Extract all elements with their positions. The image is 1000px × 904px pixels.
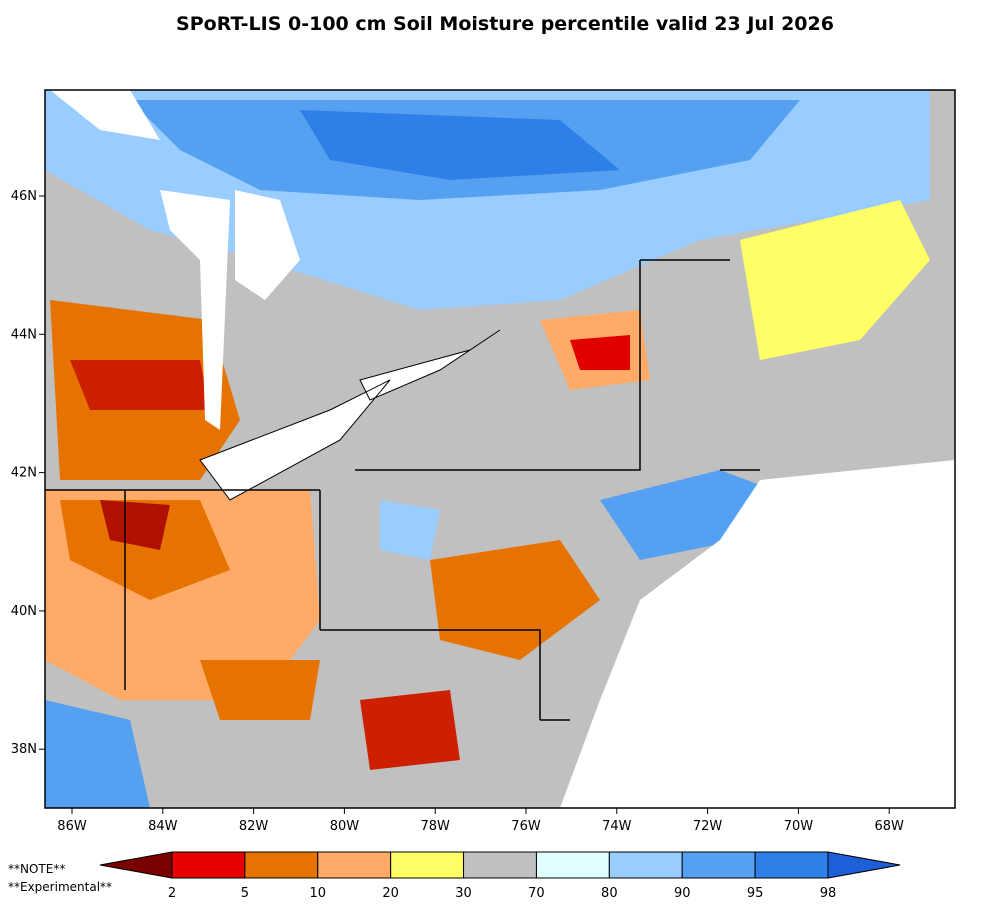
colorbar-label: 95 [747,886,764,900]
colorbar-segment [681,851,756,879]
lon-label: 78W [420,819,450,834]
colorbar-label: 90 [674,886,691,900]
lat-label: 44N [11,327,37,342]
lat-label: 42N [11,466,37,481]
lat-label: 40N [11,604,37,619]
colorbar-segment [171,851,246,879]
lon-label: 74W [602,819,632,834]
colorbar-label: 10 [310,886,327,900]
lon-label: 86W [57,819,87,834]
colorbar-label: 20 [382,886,399,900]
colorbar-label: 5 [241,886,249,900]
colorbar-end [99,851,173,879]
colorbar-segment [535,851,610,879]
note: **NOTE** [8,862,65,876]
colorbar-segment [317,851,392,879]
note: **Experimental** [8,880,112,894]
lon-label: 80W [330,819,360,834]
colorbar-segment [463,851,537,879]
lat-label: 38N [11,742,37,757]
lon-label: 68W [874,819,904,834]
lon-label: 76W [511,819,541,834]
lon-label: 70W [784,819,814,834]
colorbar-end [827,851,901,879]
lon-label: 82W [239,819,269,834]
colorbar-label: 2 [168,886,176,900]
colorbar-label: 98 [820,886,837,900]
title: SPoRT-LIS 0-100 cm Soil Moisture percent… [176,13,834,35]
lon-label: 72W [693,819,723,834]
colorbar-segment [390,851,465,879]
colorbar-label: 30 [455,886,472,900]
colorbar-segment [244,851,319,879]
lat-label: 46N [11,189,37,204]
map [44,89,956,809]
colorbar-segment [754,851,829,879]
colorbar-label: 70 [528,886,545,900]
lon-label: 84W [148,819,178,834]
colorbar-segment [608,851,683,879]
colorbar-label: 80 [601,886,618,900]
